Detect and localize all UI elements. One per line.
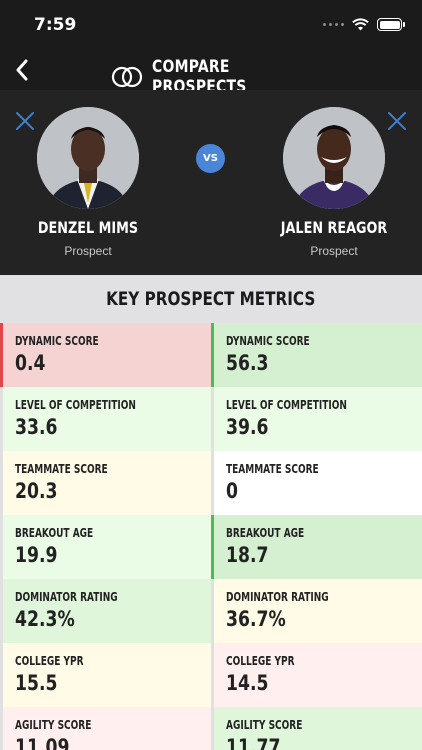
metric-cell-left: DOMINATOR RATING 42.3% xyxy=(0,579,211,643)
metric-cell-right: LEVEL OF COMPETITION 39.6 xyxy=(211,387,422,451)
metric-label: COLLEGE YPR xyxy=(15,654,84,668)
metrics-grid: DYNAMIC SCORE 0.4 DYNAMIC SCORE 56.3 LEV… xyxy=(0,323,422,750)
metric-value: 14.5 xyxy=(226,671,269,695)
metric-value: 42.3% xyxy=(15,607,75,631)
chevron-left-icon xyxy=(16,59,28,81)
metric-row-breakout-age: BREAKOUT AGE 19.9 BREAKOUT AGE 18.7 xyxy=(0,515,422,579)
status-time: 7:59 xyxy=(34,15,77,35)
left-player-role: Prospect xyxy=(64,244,112,258)
metrics-section-header: KEY PROSPECT METRICS xyxy=(0,275,422,323)
metrics-section-title: KEY PROSPECT METRICS xyxy=(106,288,316,310)
metric-cell-right: AGILITY SCORE 11.77 xyxy=(211,707,422,750)
metric-cell-right: COLLEGE YPR 14.5 xyxy=(211,643,422,707)
metric-cell-left: LEVEL OF COMPETITION 33.6 xyxy=(0,387,211,451)
metric-value: 0.4 xyxy=(15,351,46,375)
metric-row-teammate-score: TEAMMATE SCORE 20.3 TEAMMATE SCORE 0 xyxy=(0,451,422,515)
metric-label: DOMINATOR RATING xyxy=(226,590,329,604)
metric-value: 19.9 xyxy=(15,543,58,567)
back-button[interactable] xyxy=(6,54,38,86)
metric-label: LEVEL OF COMPETITION xyxy=(226,398,347,412)
compare-rings-icon xyxy=(111,66,143,88)
left-player-avatar[interactable] xyxy=(37,107,139,209)
metric-label: COLLEGE YPR xyxy=(226,654,295,668)
metric-label: LEVEL OF COMPETITION xyxy=(15,398,136,412)
right-player-role: Prospect xyxy=(310,244,358,258)
metric-label: TEAMMATE SCORE xyxy=(15,462,108,476)
right-player-avatar[interactable] xyxy=(283,107,385,209)
wifi-icon xyxy=(352,18,369,31)
metric-value: 18.7 xyxy=(226,543,269,567)
remove-left-player-icon[interactable] xyxy=(14,110,36,132)
metric-label: DOMINATOR RATING xyxy=(15,590,118,604)
metric-label: AGILITY SCORE xyxy=(15,718,92,732)
metric-cell-left: AGILITY SCORE 11.09 xyxy=(0,707,211,750)
metric-value: 11.77 xyxy=(226,735,281,750)
metric-value: 33.6 xyxy=(15,415,58,439)
metric-cell-left: TEAMMATE SCORE 20.3 xyxy=(0,451,211,515)
metric-value: 11.09 xyxy=(15,735,70,750)
status-bar: 7:59 xyxy=(0,0,422,50)
metric-row-agility-score: AGILITY SCORE 11.09 AGILITY SCORE 11.77 xyxy=(0,707,422,750)
metric-label: DYNAMIC SCORE xyxy=(226,334,310,348)
signal-icon xyxy=(323,23,344,26)
metric-cell-right: TEAMMATE SCORE 0 xyxy=(211,451,422,515)
metric-cell-left: DYNAMIC SCORE 0.4 xyxy=(0,323,211,387)
metric-cell-right: DOMINATOR RATING 36.7% xyxy=(211,579,422,643)
vs-badge: VS xyxy=(196,144,225,173)
metric-row-college-ypr: COLLEGE YPR 15.5 COLLEGE YPR 14.5 xyxy=(0,643,422,707)
compare-panel: VS DENZEL MIMS Prospect JALEN REAGOR Pro… xyxy=(0,90,422,275)
battery-icon xyxy=(377,18,405,31)
metric-cell-left: BREAKOUT AGE 19.9 xyxy=(0,515,211,579)
metric-label: BREAKOUT AGE xyxy=(15,526,94,540)
status-icons xyxy=(323,18,405,31)
metric-label: TEAMMATE SCORE xyxy=(226,462,319,476)
metric-value: 20.3 xyxy=(15,479,58,503)
metric-row-dominator-rating: DOMINATOR RATING 42.3% DOMINATOR RATING … xyxy=(0,579,422,643)
metric-value: 15.5 xyxy=(15,671,58,695)
metric-label: DYNAMIC SCORE xyxy=(15,334,99,348)
left-player-name[interactable]: DENZEL MIMS xyxy=(37,218,139,237)
remove-right-player-icon[interactable] xyxy=(386,110,408,132)
nav-bar: COMPARE PROSPECTS xyxy=(0,50,422,97)
metric-cell-right: DYNAMIC SCORE 56.3 xyxy=(211,323,422,387)
metric-row-level-of-competition: LEVEL OF COMPETITION 33.6 LEVEL OF COMPE… xyxy=(0,387,422,451)
metric-value: 36.7% xyxy=(226,607,286,631)
metric-row-dynamic-score: DYNAMIC SCORE 0.4 DYNAMIC SCORE 56.3 xyxy=(0,323,422,387)
metric-cell-right: BREAKOUT AGE 18.7 xyxy=(211,515,422,579)
metric-label: BREAKOUT AGE xyxy=(226,526,305,540)
metric-value: 56.3 xyxy=(226,351,269,375)
metric-value: 39.6 xyxy=(226,415,269,439)
metric-value: 0 xyxy=(226,479,238,503)
metric-label: AGILITY SCORE xyxy=(226,718,303,732)
metric-cell-left: COLLEGE YPR 15.5 xyxy=(0,643,211,707)
right-player-name[interactable]: JALEN REAGOR xyxy=(280,218,388,237)
